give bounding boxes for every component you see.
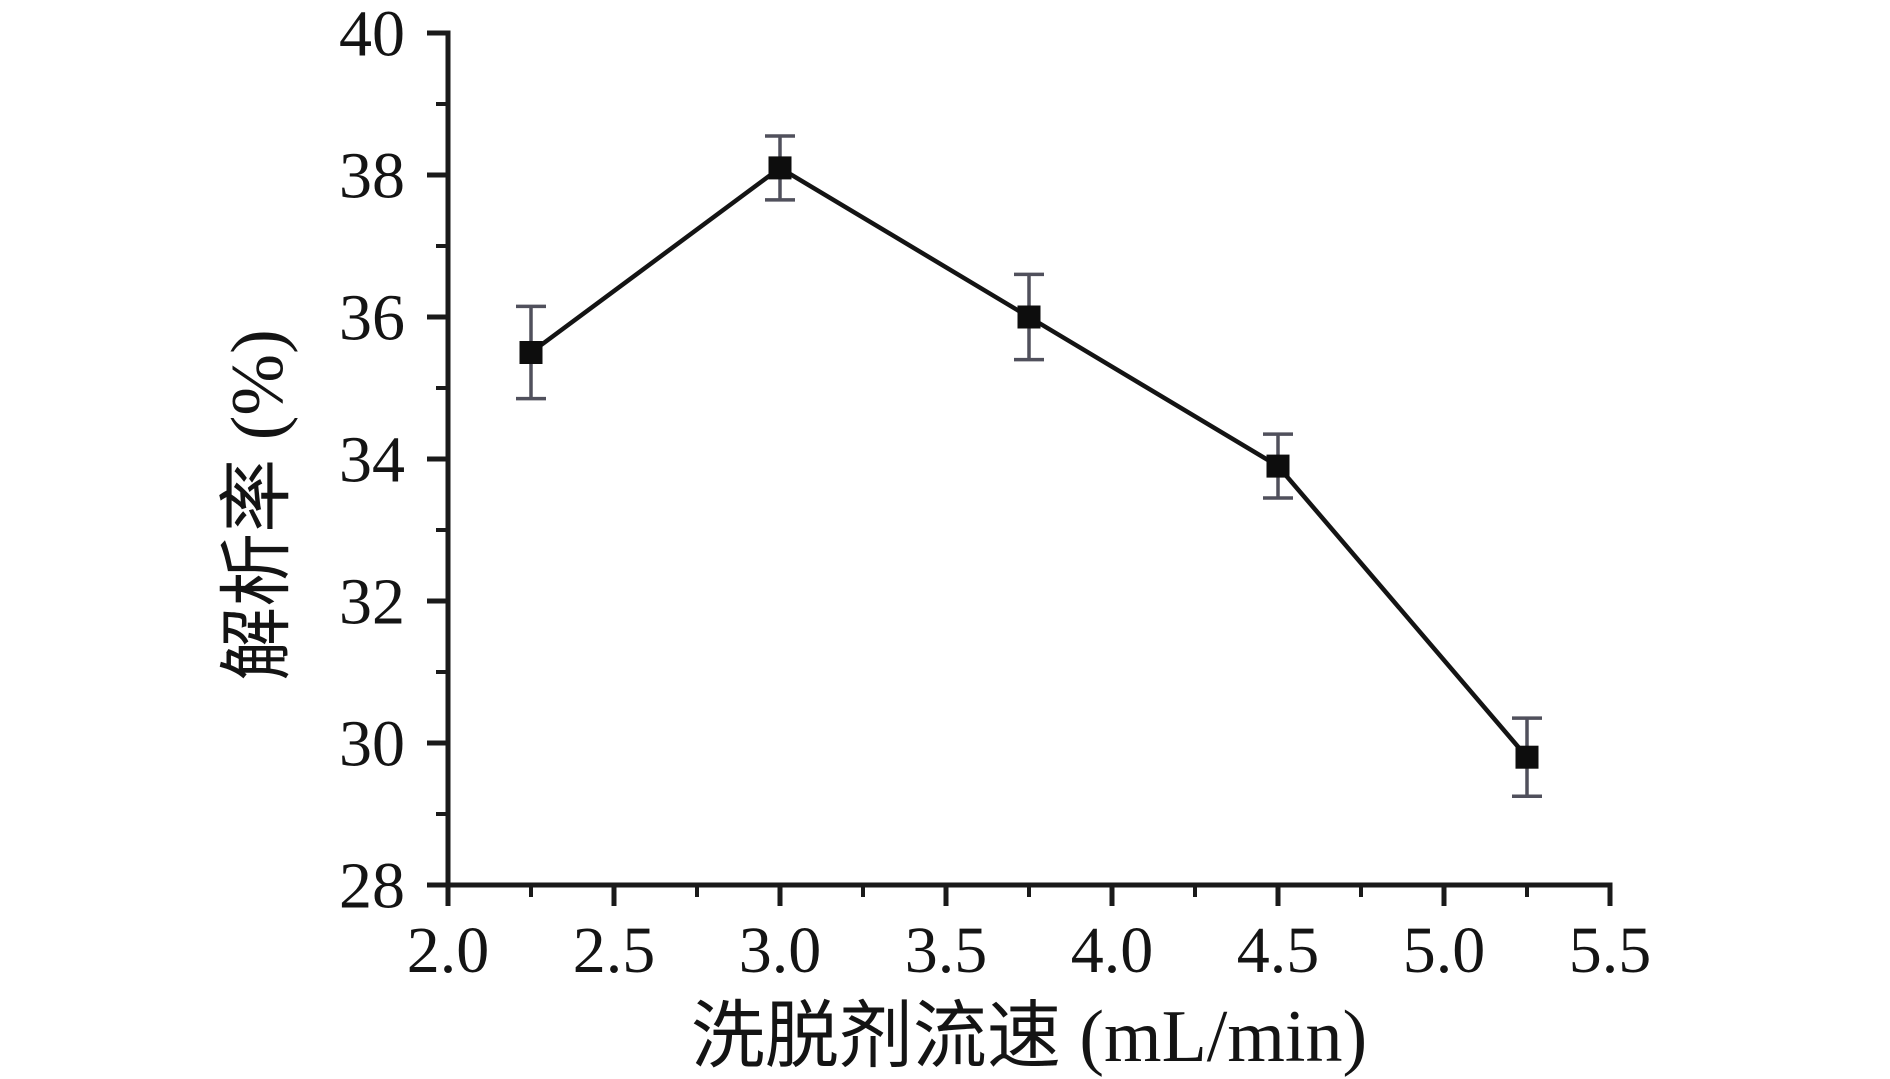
x-tick-label: 3.0 [739,914,822,987]
x-tick-label: 2.0 [407,914,490,987]
y-axis-label: 解析率 (%) [217,329,299,681]
data-point-marker [1017,305,1041,329]
y-tick-label: 32 [339,565,405,638]
x-tick-label: 3.5 [905,914,988,987]
y-tick-label: 28 [339,849,405,922]
y-tick-label: 34 [339,423,405,496]
data-point-marker [1515,745,1539,769]
y-tick-label: 40 [339,0,405,70]
data-line [529,165,1529,759]
data-point-marker [768,156,792,180]
x-tick-label: 5.0 [1403,914,1486,987]
y-tick-label: 36 [339,281,405,354]
y-tick-label: 30 [339,707,405,780]
y-tick-label: 38 [339,139,405,212]
x-tick-label: 2.5 [573,914,656,987]
data-point-marker [1266,454,1290,478]
x-tick-label: 4.0 [1071,914,1154,987]
x-tick-label: 4.5 [1237,914,1320,987]
x-axis-label: 洗脱剂流速 (mL/min) [690,996,1368,1078]
data-point-marker [519,341,543,364]
x-tick-label: 5.5 [1569,914,1652,987]
